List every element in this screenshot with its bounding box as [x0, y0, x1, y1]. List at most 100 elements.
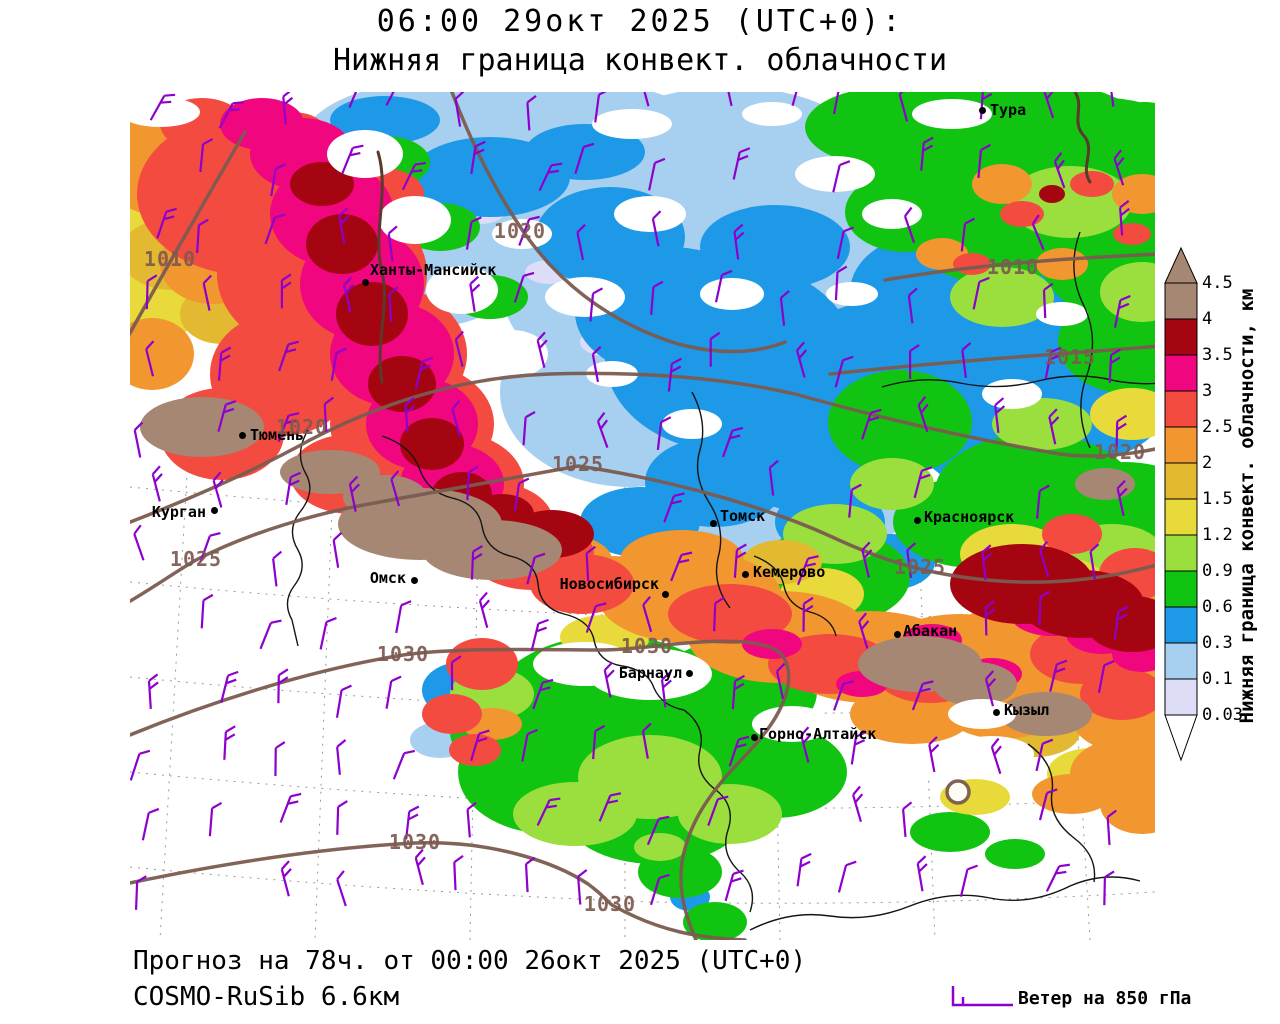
wind-barb-icon: [906, 542, 917, 579]
wind-barb-icon: [470, 729, 490, 761]
isobar-label: 1030: [388, 829, 442, 854]
wind-barb-icon: [1038, 788, 1058, 821]
wind-barb-icon: [832, 160, 851, 193]
wind-barb-icon: [532, 678, 554, 710]
wind-barb-icon: [1106, 809, 1117, 846]
wind-barb-icon: [775, 662, 786, 700]
wind-barb-icon: [212, 471, 224, 508]
wind-barb-icon: [663, 492, 685, 523]
colorbar-tick: 2.5: [1202, 417, 1233, 437]
wind-barb-icon: [518, 215, 540, 246]
isobar-label: 1025: [551, 451, 605, 476]
wind-barb-icon: [724, 869, 744, 902]
wind-barb-icon: [585, 602, 607, 633]
wind-barb-icon: [196, 218, 209, 254]
wind-barb-icon: [259, 619, 282, 650]
wind-barb-icon: [536, 797, 561, 826]
colorbar-cell: [1164, 570, 1198, 608]
city-marker: [662, 591, 669, 598]
city-marker: [411, 577, 418, 584]
wind-barb-icon: [392, 749, 415, 780]
colorbar-under-arrow: [1164, 714, 1198, 762]
wind-barb-icon: [797, 555, 819, 586]
wind-barb-icon: [319, 616, 337, 650]
wind-barb-icon: [861, 408, 882, 440]
isobar-label: 1030: [620, 633, 674, 658]
wind-barb-icon: [388, 286, 399, 322]
city-label: Кемерово: [753, 563, 826, 581]
wind-barb-icon: [732, 147, 751, 180]
wind-barb-icon: [646, 815, 670, 846]
city-label: Ханты-Мансийск: [370, 261, 497, 279]
wind-barb-icon: [603, 661, 615, 698]
wind-barb-icon: [728, 735, 750, 767]
wind-barb-icon: [834, 355, 854, 388]
wind-barb-icon: [707, 795, 729, 826]
city-label: Абакан: [903, 622, 958, 640]
wind-barb-icon: [200, 593, 214, 629]
wind-barb-icon: [832, 92, 850, 115]
wind-barb-icon: [907, 287, 918, 324]
wind-barb-icon: [513, 271, 535, 303]
wind-barb-icon: [731, 674, 745, 710]
wind-barb-icon: [959, 864, 978, 897]
wind-barb-icon: [199, 532, 221, 563]
wind-barb-icon: [133, 524, 145, 561]
wind-barb-icon: [898, 92, 909, 122]
colorbar-tick: 0.6: [1202, 597, 1233, 617]
city-label: Барнаул: [618, 664, 682, 682]
wind-barb-icon: [1049, 659, 1068, 692]
city-label: Горно-Алтайск: [759, 725, 877, 743]
wind-barb-icon: [589, 287, 604, 322]
footer-forecast-info: Прогноз на 78ч. от 00:00 26окт 2025 (UTC…: [133, 946, 807, 976]
colorbar-cell: [1164, 498, 1198, 536]
wind-barb-icon: [833, 680, 855, 711]
wind-barb-icon: [450, 655, 462, 691]
wind-barb-icon: [277, 412, 300, 443]
wind-barb-icon: [574, 142, 595, 175]
wind-barb-icon: [336, 739, 347, 775]
wind-barb-icon: [336, 800, 348, 835]
wind-barb-icon: [1103, 870, 1115, 906]
wind-barb-icon: [335, 684, 352, 718]
wind-barb-icon: [208, 802, 223, 837]
wind-barb-icon: [709, 331, 721, 367]
wind-barb-icon: [1042, 282, 1054, 319]
wind-legend-barb-icon: [951, 986, 1013, 1007]
wind-barb-icon: [961, 342, 972, 378]
wind-barb-icon: [156, 207, 177, 239]
wind-barb-icon: [733, 223, 745, 260]
wind-barb-icon: [385, 92, 411, 106]
wind-barb-icon: [713, 596, 726, 632]
colorbar-tick: 0.3: [1202, 633, 1233, 653]
wind-barb-icon: [279, 792, 302, 823]
colorbar-cell: [1164, 390, 1198, 428]
wind-barb-icon: [920, 136, 934, 171]
isobar-label: 1020: [275, 414, 329, 439]
wind-barb-icon: [526, 552, 546, 585]
wind-barb-icon: [908, 344, 920, 380]
wind-barb-icon: [526, 95, 537, 131]
isobar-label: 1010: [143, 246, 197, 271]
wind-barb-icon: [414, 848, 426, 886]
wind-barb-icon: [332, 531, 343, 568]
wind-barb-icon: [385, 675, 402, 709]
wind-barb-icon: [217, 346, 232, 381]
wind-barb-icon: [1045, 863, 1071, 892]
wind-barb-icon: [401, 161, 426, 191]
wind-barb-icon: [451, 400, 461, 437]
wind-barb-icon: [800, 726, 812, 763]
wind-barb-icon: [454, 330, 464, 368]
wind-barb-icon: [1031, 214, 1045, 251]
wind-barb-icon: [141, 807, 160, 841]
wind-barb-icon: [278, 340, 300, 372]
isobars-layer: [130, 92, 1155, 940]
wind-barb-icon: [390, 470, 401, 507]
wind-barb-icon: [145, 340, 155, 377]
city-marker: [710, 520, 717, 527]
wind-barb-icon: [217, 400, 237, 432]
wind-barb-icon: [779, 290, 790, 326]
cloud-field-layer: [130, 92, 1155, 940]
wind-barb-icon: [469, 275, 481, 312]
colorbar-cell: [1164, 282, 1198, 320]
